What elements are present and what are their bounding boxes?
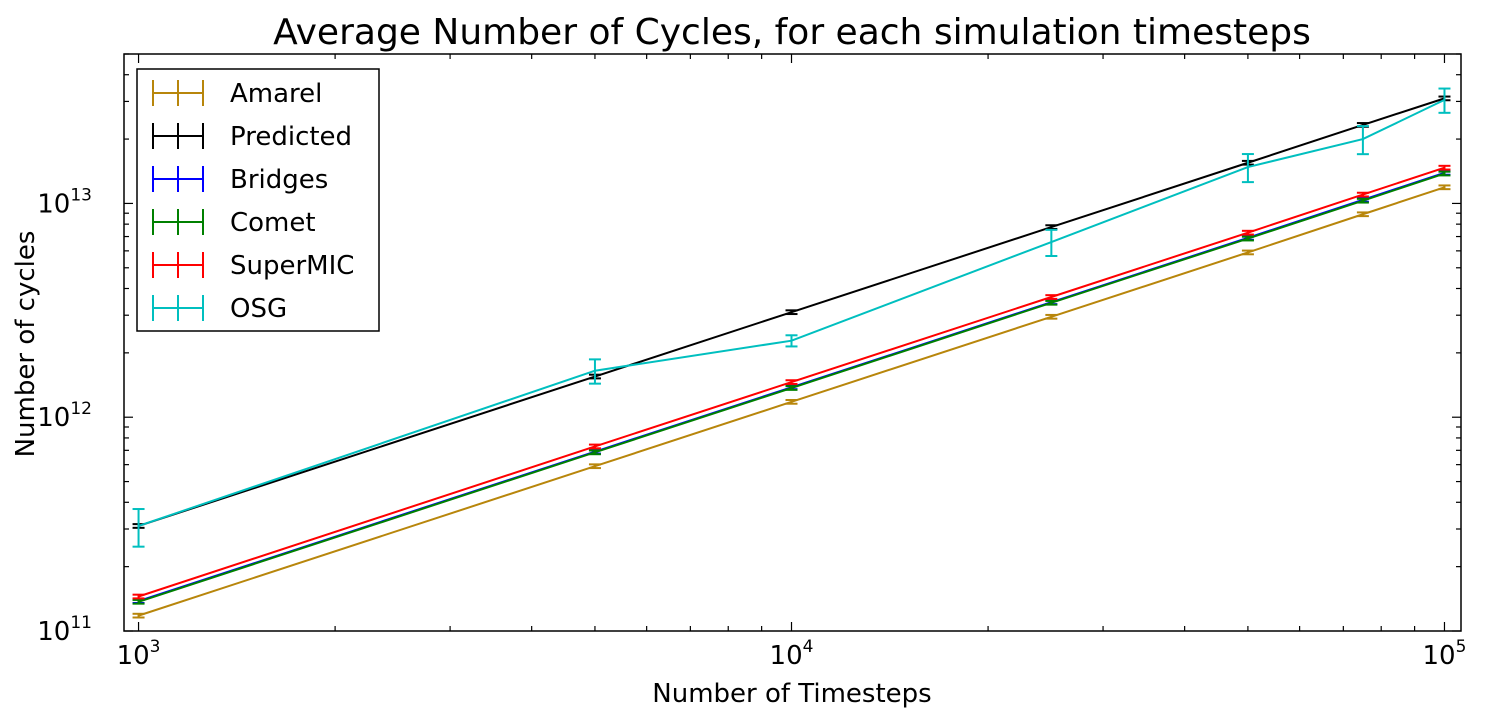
error-bar [1241,235,1254,242]
error-bar [588,449,601,456]
error-bar [1241,153,1254,184]
y-axis-label: Number of cycles [11,231,41,458]
error-bar [785,309,798,316]
error-bar [132,508,145,548]
error-bar [1438,184,1451,191]
y-tick-label: 1013 [37,185,92,219]
legend-item-osg [152,295,204,321]
error-bar [588,463,601,470]
x-tick-label: 104 [770,637,814,671]
legend-frame [136,68,380,332]
error-bar [1438,164,1451,171]
plot-area [123,53,1462,632]
chart-title: Average Number of Cycles, for each simul… [273,12,1311,53]
error-bar [588,443,601,450]
legend-item-predicted [152,123,204,149]
y-tick-label: 1011 [37,613,92,647]
series-supermic [132,164,1451,600]
legend: Amarel Predicted Bridges Comet SuperMIC OSG [136,68,380,332]
error-bar [1356,197,1369,204]
legend-label: SuperMIC [230,251,354,281]
legend-label: OSG [230,294,287,324]
x-axis-label: Number of Timesteps [652,679,931,709]
error-bar [1241,249,1254,256]
error-bar [588,358,601,385]
error-bar [785,399,798,405]
error-bar [785,379,798,385]
error-bar [1045,294,1058,300]
error-bar [1356,211,1369,218]
series-comet [132,170,1451,605]
error-bar [1356,125,1369,156]
error-bar [1045,313,1058,320]
error-bar [132,598,145,605]
legend-item-comet [152,209,204,235]
error-bar [1356,191,1369,198]
x-tick-label: 105 [1423,637,1467,671]
error-bar [1045,224,1058,230]
legend-item-bridges [152,166,204,192]
legend-label: Comet [230,208,316,238]
y-tick-label: 1012 [37,399,92,433]
x-tick-label: 103 [117,637,161,671]
legend-label: Bridges [230,165,328,195]
series-osg [132,87,1451,548]
error-bar [785,334,798,348]
error-bar [132,593,145,600]
plot-frame [123,53,1462,632]
legend-label: Amarel [230,79,322,109]
error-bar [1438,87,1451,114]
legend-label: Predicted [230,122,352,152]
legend-item-supermic [152,252,204,278]
error-bar [1438,170,1451,177]
error-bar [785,385,798,391]
legend-item-amarel [152,80,204,106]
series-amarel [132,184,1451,619]
error-bar [1241,229,1254,236]
error-bar [1045,299,1058,306]
error-bar [132,612,145,619]
error-bar [1045,228,1058,258]
